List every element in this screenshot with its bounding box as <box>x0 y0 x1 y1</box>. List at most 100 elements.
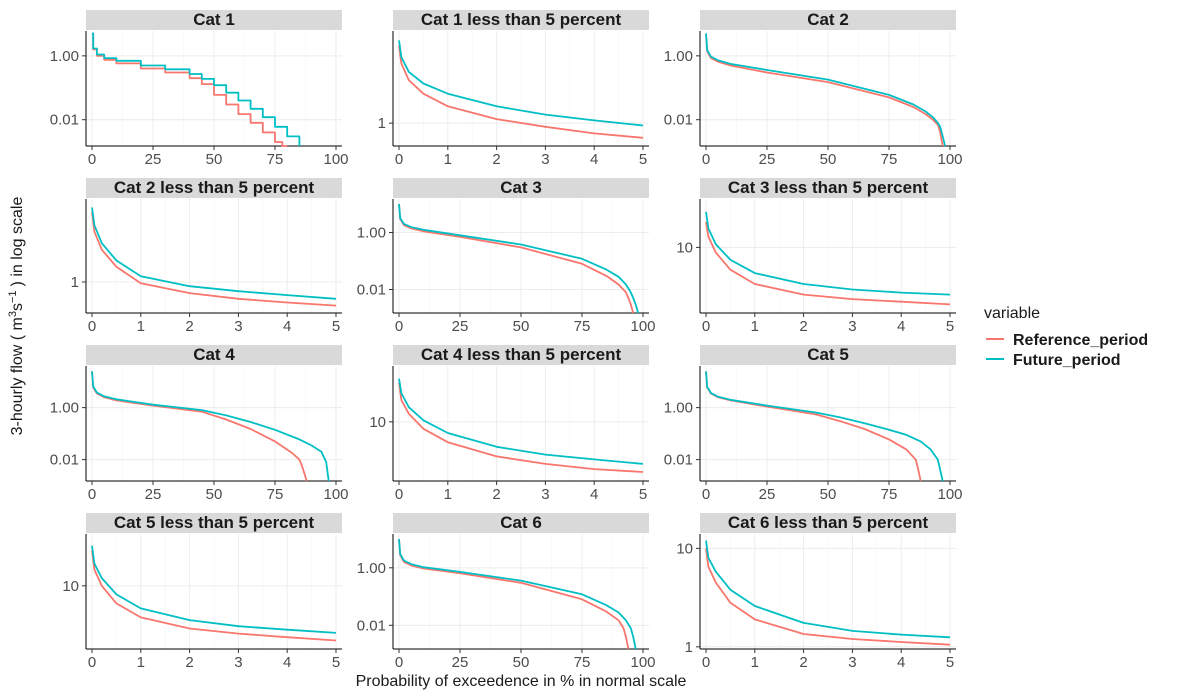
series-line-future_period <box>398 539 637 650</box>
series-line-future_period <box>91 207 337 300</box>
y-tick-label: 0.01 <box>50 112 79 129</box>
y-tick-label: 1.00 <box>357 560 386 577</box>
facet-panel: Cat 4 0 25 50 75 100 1.00 0.01 <box>50 345 349 503</box>
x-tick-label: 1 <box>751 654 759 671</box>
facet-strip <box>393 345 649 365</box>
x-tick-label: 50 <box>820 151 837 168</box>
y-tick-label: 1.00 <box>664 400 693 417</box>
x-tick-label: 75 <box>881 486 898 503</box>
facet-panel: Cat 6 0 25 50 75 100 1.00 0.01 <box>357 513 656 671</box>
x-tick-label: 4 <box>283 318 291 335</box>
series-line-reference_period <box>92 32 288 147</box>
y-tick-label: 1.00 <box>357 225 386 242</box>
legend-label-reference: Reference_period <box>1013 332 1148 349</box>
series-line-reference_period <box>705 371 922 482</box>
facet-title: Cat 1 less than 5 percent <box>421 10 622 29</box>
y-tick-label: 1 <box>378 115 386 132</box>
x-tick-label: 3 <box>848 654 856 671</box>
x-tick-label: 3 <box>234 654 242 671</box>
legend-label-future: Future_period <box>1013 352 1121 369</box>
x-tick-label: 5 <box>946 318 954 335</box>
facet-strip <box>700 345 956 365</box>
y-tick-label: 1.00 <box>664 48 693 65</box>
x-tick-label: 75 <box>881 151 898 168</box>
series-line-reference_period <box>705 221 951 306</box>
y-tick-label: 10 <box>676 540 693 557</box>
series-line-reference_period <box>398 203 635 314</box>
y-tick-label: 10 <box>369 414 386 431</box>
facet-strip <box>700 10 956 30</box>
facet-strip <box>700 513 956 533</box>
x-tick-label: 0 <box>88 486 96 503</box>
facet-title: Cat 5 less than 5 percent <box>114 513 315 532</box>
x-tick-label: 1 <box>137 318 145 335</box>
x-tick-label: 5 <box>639 151 647 168</box>
x-tick-label: 1 <box>444 151 452 168</box>
x-tick-label: 0 <box>702 654 710 671</box>
facet-strip <box>700 178 956 198</box>
series-line-future_period <box>705 371 944 482</box>
x-tick-label: 3 <box>541 151 549 168</box>
x-tick-label: 25 <box>759 151 776 168</box>
series-line-reference_period <box>398 45 644 139</box>
x-tick-label: 0 <box>88 318 96 335</box>
x-tick-label: 75 <box>267 151 284 168</box>
series-line-future_period <box>705 211 951 296</box>
x-tick-label: 0 <box>88 654 96 671</box>
x-tick-label: 25 <box>452 654 469 671</box>
series-line-reference_period <box>398 382 644 473</box>
facet-title: Cat 1 <box>193 10 235 29</box>
x-tick-label: 75 <box>267 486 284 503</box>
legend-title: variable <box>984 305 1040 322</box>
facet-title: Cat 5 <box>807 345 849 364</box>
x-tick-label: 0 <box>395 654 403 671</box>
x-tick-label: 50 <box>513 654 530 671</box>
x-tick-label: 100 <box>630 654 655 671</box>
facet-strip <box>393 513 649 533</box>
y-tick-label: 1 <box>71 274 79 291</box>
y-tick-label: 1 <box>685 639 693 656</box>
x-tick-label: 5 <box>946 654 954 671</box>
x-tick-label: 3 <box>541 486 549 503</box>
x-tick-label: 75 <box>574 318 591 335</box>
x-tick-label: 50 <box>513 318 530 335</box>
facet-panel: Cat 1 less than 5 percent 0 1 2 3 4 5 1 <box>378 10 649 168</box>
facet-title: Cat 3 <box>500 178 542 197</box>
facet-title: Cat 6 <box>500 513 542 532</box>
x-tick-label: 2 <box>799 654 807 671</box>
series-line-future_period <box>705 540 951 639</box>
y-tick-label: 0.01 <box>664 112 693 129</box>
x-tick-label: 2 <box>799 318 807 335</box>
x-tick-label: 2 <box>185 654 193 671</box>
facet-title: Cat 2 less than 5 percent <box>114 178 315 197</box>
series-line-reference_period <box>91 550 337 642</box>
x-tick-label: 25 <box>145 151 162 168</box>
x-tick-label: 100 <box>937 151 962 168</box>
series-line-future_period <box>398 203 639 314</box>
legend: variable Reference_period Future_period <box>984 305 1148 369</box>
facet-strip <box>86 345 342 365</box>
y-axis-title: 3-hourly flow ( m3s−1) in log scale <box>7 197 26 436</box>
facet-title: Cat 2 <box>807 10 849 29</box>
x-tick-label: 0 <box>395 151 403 168</box>
x-tick-label: 75 <box>574 654 591 671</box>
x-tick-label: 0 <box>88 151 96 168</box>
series-line-future_period <box>705 33 946 147</box>
x-tick-label: 100 <box>323 486 348 503</box>
facet-title: Cat 4 <box>193 345 235 364</box>
x-tick-label: 100 <box>323 151 348 168</box>
facet-panel: Cat 2 less than 5 percent 0 1 2 3 4 5 1 <box>71 178 342 335</box>
facet-panel: Cat 3 less than 5 percent 0 1 2 3 4 5 10 <box>676 178 956 335</box>
x-tick-label: 0 <box>395 318 403 335</box>
series-line-future_period <box>91 545 337 634</box>
y-tick-label: 0.01 <box>664 452 693 469</box>
x-tick-label: 4 <box>283 654 291 671</box>
facet-panel: Cat 4 less than 5 percent 0 1 2 3 4 5 10 <box>369 345 649 503</box>
x-tick-label: 1 <box>751 318 759 335</box>
x-tick-label: 3 <box>234 318 242 335</box>
facet-panel: Cat 3 0 25 50 75 100 1.00 0.01 <box>357 178 656 335</box>
x-tick-label: 4 <box>897 654 905 671</box>
x-tick-label: 50 <box>206 151 223 168</box>
